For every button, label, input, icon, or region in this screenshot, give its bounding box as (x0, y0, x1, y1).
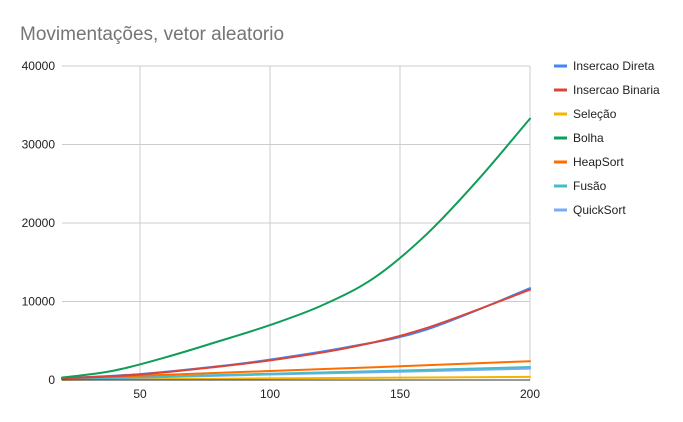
legend-item-selecao[interactable]: Seleção (554, 107, 617, 121)
tick-labels: 0 10000 20000 30000 40000 50 100 150 200 (22, 59, 541, 401)
x-tick-label: 150 (390, 387, 410, 401)
legend-label: QuickSort (573, 203, 626, 217)
legend-item-bolha[interactable]: Bolha (554, 131, 604, 145)
legend[interactable]: Insercao Direta Insercao Binaria Seleção Bo… (554, 59, 660, 217)
legend-item-fusao[interactable]: Fusão (554, 179, 607, 193)
y-tick-label: 0 (48, 373, 55, 387)
y-tick-label: 40000 (22, 59, 56, 73)
legend-item-quicksort[interactable]: QuickSort (554, 203, 626, 217)
x-tick-label: 100 (260, 387, 280, 401)
y-tick-label: 20000 (22, 216, 56, 230)
x-tick-label: 50 (133, 387, 147, 401)
legend-item-insercao-direta[interactable]: Insercao Direta (554, 59, 655, 73)
grid-lines (62, 65, 531, 380)
legend-item-insercao-binaria[interactable]: Insercao Binaria (554, 83, 660, 97)
legend-label: HeapSort (573, 155, 624, 169)
series-line-selecao (61, 375, 531, 381)
series-layer (61, 117, 531, 381)
legend-label: Insercao Direta (573, 59, 655, 73)
series-line-bolha (61, 117, 531, 379)
legend-item-heapsort[interactable]: HeapSort (554, 155, 624, 169)
legend-label: Insercao Binaria (573, 83, 660, 97)
chart-title: Movimentações, vetor aleatorio (20, 24, 284, 45)
y-tick-label: 10000 (22, 295, 56, 309)
legend-label: Seleção (573, 107, 617, 121)
x-tick-label: 200 (520, 387, 540, 401)
series-line-insercao-binaria (61, 288, 531, 380)
series-line-fusao (61, 366, 531, 381)
y-tick-label: 30000 (22, 138, 56, 152)
legend-label: Fusão (573, 179, 607, 193)
legend-label: Bolha (573, 131, 604, 145)
